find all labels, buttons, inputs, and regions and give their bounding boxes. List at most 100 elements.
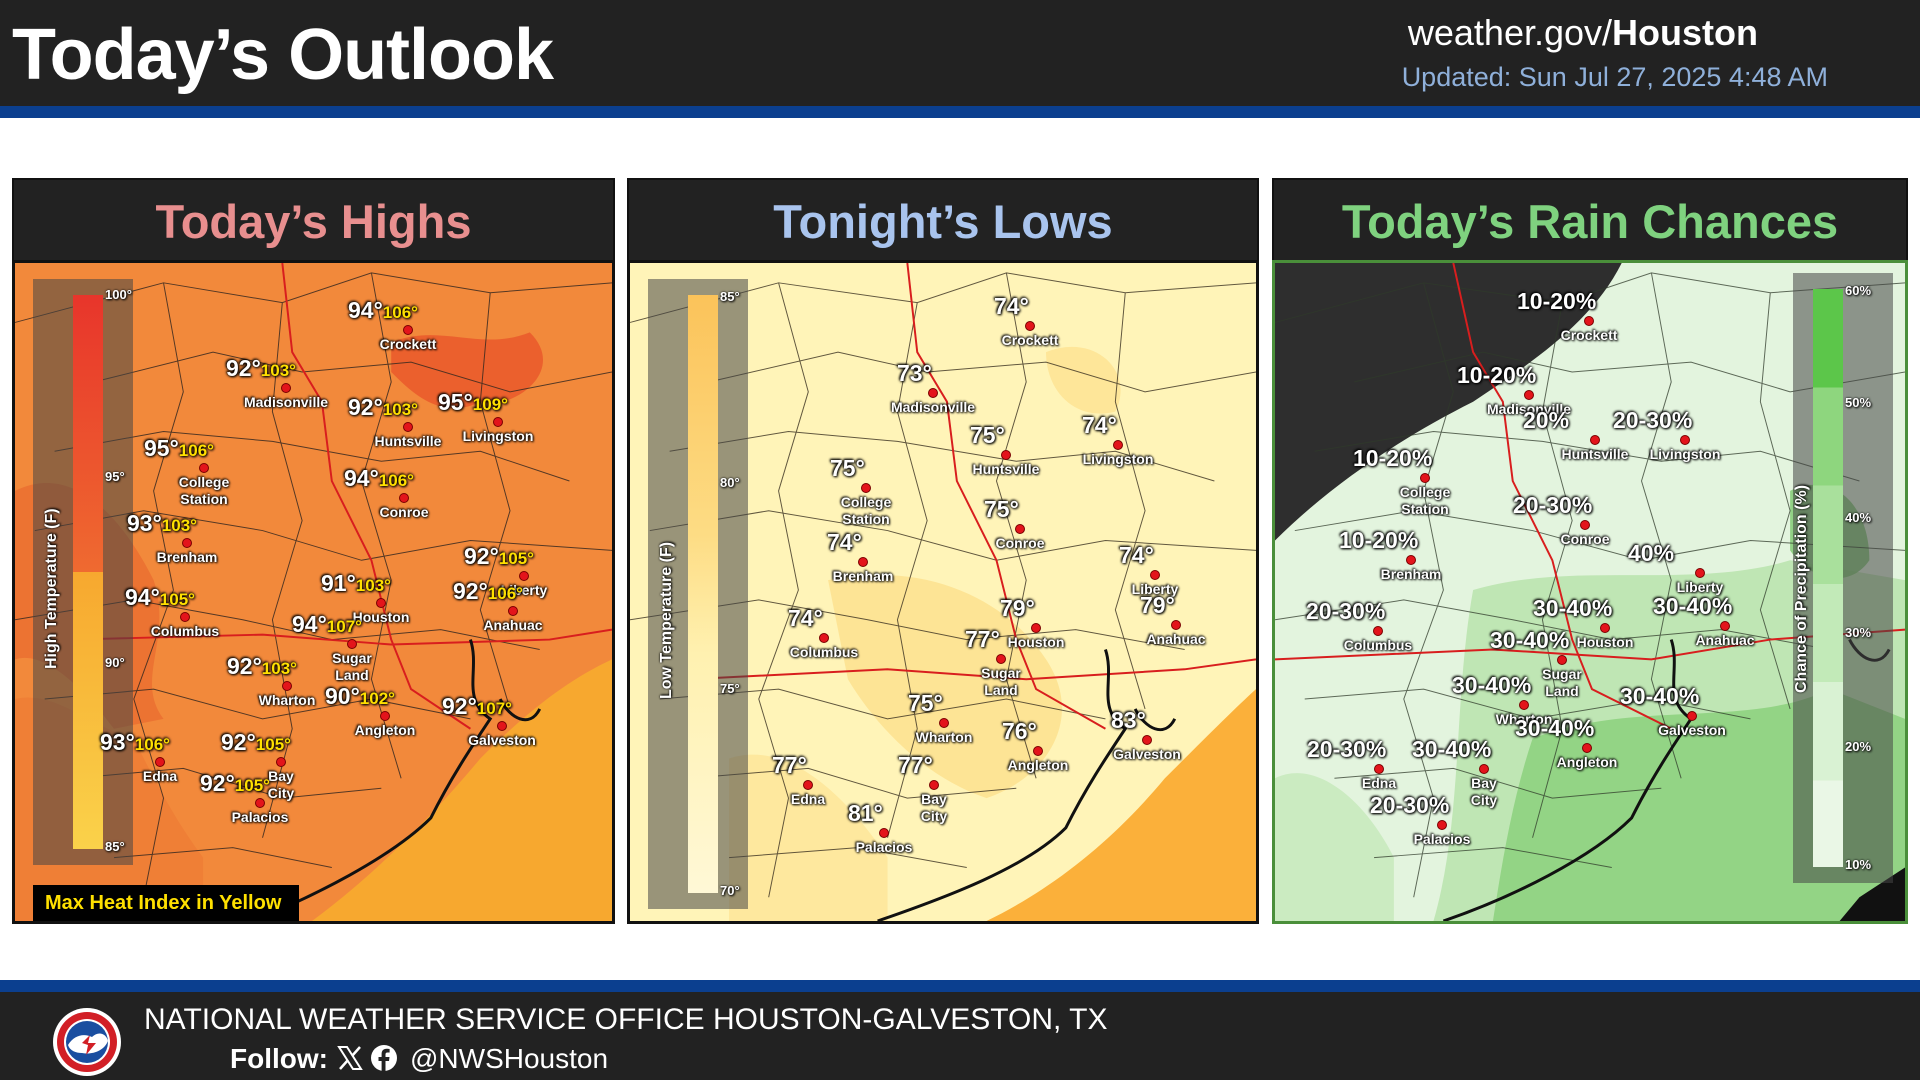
lows-scale-tick: 80° bbox=[720, 475, 740, 490]
rain-chance: 20% bbox=[1523, 407, 1570, 433]
header-bar: Today’s Outlook weather.gov/Houston Upda… bbox=[0, 0, 1920, 106]
social-handle[interactable]: @NWSHouston bbox=[410, 1043, 609, 1074]
rain-scale-tick: 30% bbox=[1845, 625, 1872, 640]
city-name: College bbox=[840, 494, 892, 510]
site-office: Houston bbox=[1612, 12, 1758, 53]
rain-value: 20-30% bbox=[1307, 736, 1386, 763]
rain-value: 10-20% bbox=[1457, 362, 1536, 389]
heat-index: 103° bbox=[161, 516, 197, 535]
city-dot bbox=[1519, 700, 1529, 710]
lows-panel-header: Tonight’s Lows bbox=[627, 178, 1259, 262]
city-name-line2: City bbox=[920, 808, 948, 824]
high-temp: 94° bbox=[292, 611, 327, 637]
facebook-icon[interactable] bbox=[370, 1044, 398, 1072]
city-dot bbox=[282, 681, 292, 691]
heat-index: 105° bbox=[498, 549, 534, 568]
city-name: Livingston bbox=[1082, 451, 1154, 467]
rain-value: 30-40% bbox=[1620, 683, 1699, 710]
low-temp: 75° bbox=[984, 496, 1019, 522]
low-temp: 77° bbox=[772, 752, 807, 778]
heat-index: 107° bbox=[476, 699, 512, 718]
low-temp: 74° bbox=[827, 529, 862, 555]
rain-chance: 10-20% bbox=[1517, 288, 1597, 314]
city-dot bbox=[1150, 570, 1160, 580]
city-name: Anahuac bbox=[1146, 631, 1206, 647]
city-name: Conroe bbox=[1560, 531, 1610, 547]
low-temp: 74° bbox=[1119, 542, 1154, 568]
city-dot bbox=[276, 757, 286, 767]
site-link[interactable]: weather.gov/Houston bbox=[1408, 12, 1758, 54]
rain-chance: 10-20% bbox=[1457, 362, 1537, 388]
city-name-line2: City bbox=[1470, 792, 1498, 808]
city-name-line2: City bbox=[267, 785, 295, 801]
rain-value: 30-40% bbox=[1490, 627, 1569, 654]
rain-chance: 30-40% bbox=[1620, 683, 1700, 709]
rain-chance: 20-30% bbox=[1370, 792, 1450, 818]
city-dot bbox=[199, 463, 209, 473]
lows-value: 77° bbox=[772, 752, 807, 779]
heat-index: 103° bbox=[355, 576, 391, 595]
lows-scale: 85° 80° 75° 70° Low Temperature (F) bbox=[648, 279, 748, 909]
city-dot bbox=[1015, 524, 1025, 534]
city-name: Angleton bbox=[354, 722, 416, 738]
city-dot bbox=[1600, 623, 1610, 633]
city-name-line2: Station bbox=[842, 511, 890, 527]
city-name: Crockett bbox=[1560, 327, 1618, 343]
low-temp: 83° bbox=[1111, 707, 1146, 733]
highs-value: 92°105° bbox=[200, 770, 270, 797]
rain-value: 20% bbox=[1523, 407, 1569, 434]
city-name: Liberty bbox=[1676, 579, 1724, 595]
rain-value: 10-20% bbox=[1339, 527, 1418, 554]
city-name: Galveston bbox=[468, 732, 536, 748]
city-name: Sugar bbox=[981, 665, 1021, 681]
rain-chance: 30-40% bbox=[1515, 715, 1595, 741]
low-temp: 74° bbox=[994, 293, 1029, 319]
rain-value: 20-30% bbox=[1306, 598, 1385, 625]
rain-chance: 30-40% bbox=[1490, 627, 1570, 653]
highs-value: 95°109° bbox=[438, 389, 508, 416]
city-dot bbox=[1001, 450, 1011, 460]
city-dot bbox=[1687, 711, 1697, 721]
city-dot bbox=[1031, 623, 1041, 633]
header-stripe bbox=[0, 106, 1920, 118]
city-dot bbox=[281, 383, 291, 393]
city-dot bbox=[1590, 435, 1600, 445]
city-dot bbox=[255, 798, 265, 808]
city-name: Wharton bbox=[915, 729, 973, 745]
heat-index: 105° bbox=[159, 590, 195, 609]
city-name: Bay bbox=[1471, 775, 1497, 791]
rain-value: 30-40% bbox=[1515, 715, 1594, 742]
rain-value: 30-40% bbox=[1533, 595, 1612, 622]
lows-panel: Tonight’s Lows bbox=[627, 178, 1259, 924]
x-icon[interactable] bbox=[336, 1044, 364, 1072]
rain-chance: 10-20% bbox=[1339, 527, 1419, 553]
city-name: Crockett bbox=[379, 336, 437, 352]
heat-index: 106° bbox=[382, 303, 418, 322]
city-name-line2: Land bbox=[1545, 683, 1579, 699]
lows-map: 85° 80° 75° 70° Low Temperature (F) 74° C… bbox=[627, 260, 1259, 924]
city-name: Crockett bbox=[1001, 332, 1059, 348]
rain-value: 40% bbox=[1628, 540, 1674, 567]
rain-chance: 40% bbox=[1628, 540, 1675, 566]
rain-value: 10-20% bbox=[1517, 288, 1596, 315]
city-dot bbox=[996, 654, 1006, 664]
city-dot bbox=[380, 711, 390, 721]
lows-scale-tick: 70° bbox=[720, 883, 740, 898]
highs-value: 94°106° bbox=[348, 297, 418, 324]
highs-value: 94°106° bbox=[344, 465, 414, 492]
city-dot bbox=[508, 606, 518, 616]
city-dot bbox=[403, 325, 413, 335]
lows-scale-tick: 75° bbox=[720, 681, 740, 696]
highs-value: 91°103° bbox=[321, 570, 391, 597]
high-temp: 95° bbox=[144, 435, 179, 461]
heat-index: 102° bbox=[359, 689, 395, 708]
city-name: Edna bbox=[142, 768, 178, 784]
city-dot bbox=[403, 422, 413, 432]
rain-chance: 20-30% bbox=[1306, 598, 1386, 624]
city-name: Palacios bbox=[231, 809, 289, 825]
heat-index: 103° bbox=[382, 400, 418, 419]
city-dot bbox=[879, 828, 889, 838]
city-name: Brenham bbox=[156, 549, 218, 565]
lows-value: 81° bbox=[848, 800, 883, 827]
highs-scale-bar bbox=[73, 295, 103, 849]
